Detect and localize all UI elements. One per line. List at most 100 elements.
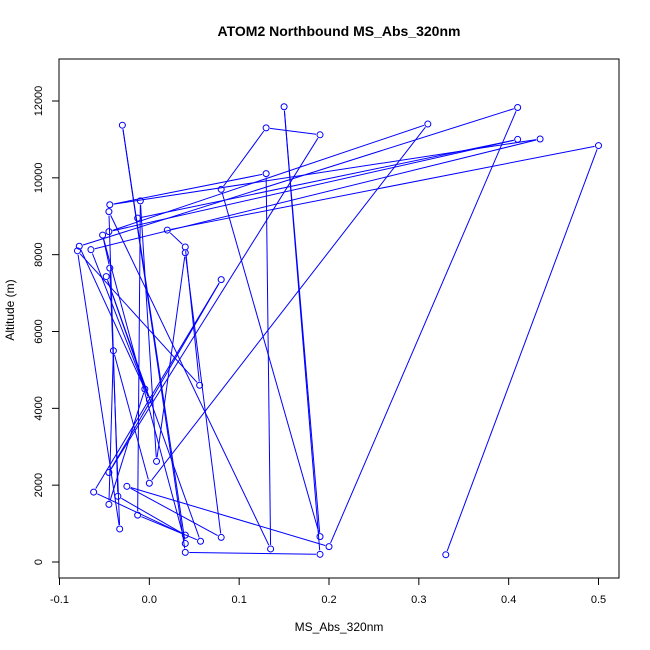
series-segment: [140, 204, 157, 458]
data-point: [106, 201, 114, 209]
series-segment: [283, 110, 321, 533]
series-segment: [108, 354, 114, 501]
data-point: [153, 457, 161, 465]
data-point: [217, 276, 225, 284]
data-point: [105, 228, 113, 236]
series-segment: [112, 139, 514, 232]
data-point: [145, 479, 153, 487]
series-segment: [82, 108, 514, 246]
data-point: [105, 208, 113, 216]
data-point: [267, 545, 275, 553]
series-segment: [151, 126, 426, 481]
series-segment: [185, 256, 222, 534]
data-point: [105, 468, 113, 476]
data-point: [424, 120, 432, 128]
y-tick-label: 12000: [33, 86, 45, 117]
series-segment: [121, 497, 183, 534]
x-tick-label: 0.2: [321, 594, 336, 606]
series-segment: [113, 173, 263, 205]
series-segment: [79, 253, 198, 383]
data-point: [536, 135, 544, 143]
y-tick-label: 2000: [33, 473, 45, 497]
data-point: [114, 492, 122, 500]
y-tick-label: 6000: [33, 319, 45, 343]
data-point: [197, 537, 205, 545]
data-point: [87, 246, 95, 254]
x-tick-label: 0.5: [591, 594, 606, 606]
data-point: [105, 500, 113, 508]
series-segment: [141, 139, 514, 218]
data-point: [217, 533, 225, 541]
series-segment: [109, 392, 145, 501]
series-lines: [77, 108, 598, 555]
y-axis: 0 2000 4000 6000 8000 10000 12000: [33, 86, 60, 565]
data-point: [196, 381, 204, 389]
x-tick-label: 0.1: [232, 594, 247, 606]
data-point: [316, 533, 324, 541]
series-segment: [330, 111, 517, 544]
series-segment: [137, 204, 141, 512]
data-point: [163, 226, 171, 234]
data-point: [181, 540, 189, 548]
data-point: [99, 231, 107, 239]
series-segment: [265, 177, 272, 545]
data-point: [90, 488, 98, 496]
series-segment: [103, 238, 185, 540]
series-segment: [122, 129, 186, 549]
series-segment: [113, 354, 149, 480]
data-point: [73, 247, 81, 255]
data-point: [316, 131, 324, 139]
x-tick-label: -0.1: [50, 594, 69, 606]
y-tick-label: 10000: [33, 163, 45, 194]
data-point: [595, 142, 602, 150]
data-point: [102, 273, 110, 281]
data-point: [262, 170, 270, 178]
data-point: [325, 543, 333, 551]
series-segment: [97, 493, 182, 534]
data-point: [75, 242, 83, 250]
x-tick-label: 0.3: [411, 594, 426, 606]
x-axis-label: MS_Abs_320nm: [295, 620, 384, 634]
series-segment: [110, 282, 220, 470]
series-segment: [446, 149, 598, 552]
chart-title: ATOM2 Northbound MS_Abs_320nm: [218, 23, 461, 39]
data-point: [280, 103, 288, 111]
data-point: [106, 264, 114, 272]
data-point: [181, 249, 189, 257]
series-segment: [156, 256, 186, 458]
y-axis-label: Altitude (m): [3, 279, 17, 340]
series-segment: [169, 232, 183, 245]
series-segment: [141, 516, 198, 541]
data-point: [442, 551, 450, 559]
series-segment: [110, 137, 319, 470]
data-point: [181, 548, 189, 556]
data-point: [123, 482, 131, 490]
x-axis: -0.1 0.0 0.1 0.2 0.3 0.4 0.5: [50, 577, 606, 606]
series-points: [73, 103, 602, 559]
y-tick-label: 8000: [33, 242, 45, 266]
y-tick-label: 0: [33, 559, 45, 565]
series-segment: [171, 145, 595, 230]
data-point: [514, 104, 522, 112]
data-point: [181, 531, 189, 539]
data-point: [217, 185, 225, 193]
data-point: [118, 121, 126, 129]
series-segment: [94, 139, 537, 250]
series-segment: [80, 249, 144, 386]
series-segment: [110, 215, 270, 546]
data-point: [109, 347, 117, 355]
data-point: [316, 550, 324, 558]
series-segment: [221, 193, 320, 533]
data-point: [136, 197, 144, 205]
data-point: [141, 385, 149, 393]
data-point: [145, 396, 153, 404]
data-point: [116, 525, 124, 533]
data-point: [262, 124, 270, 132]
series-segment: [130, 487, 218, 536]
x-tick-label: 0.4: [501, 594, 516, 606]
series-segment: [223, 130, 265, 187]
data-point: [134, 511, 142, 519]
data-point: [514, 135, 522, 143]
